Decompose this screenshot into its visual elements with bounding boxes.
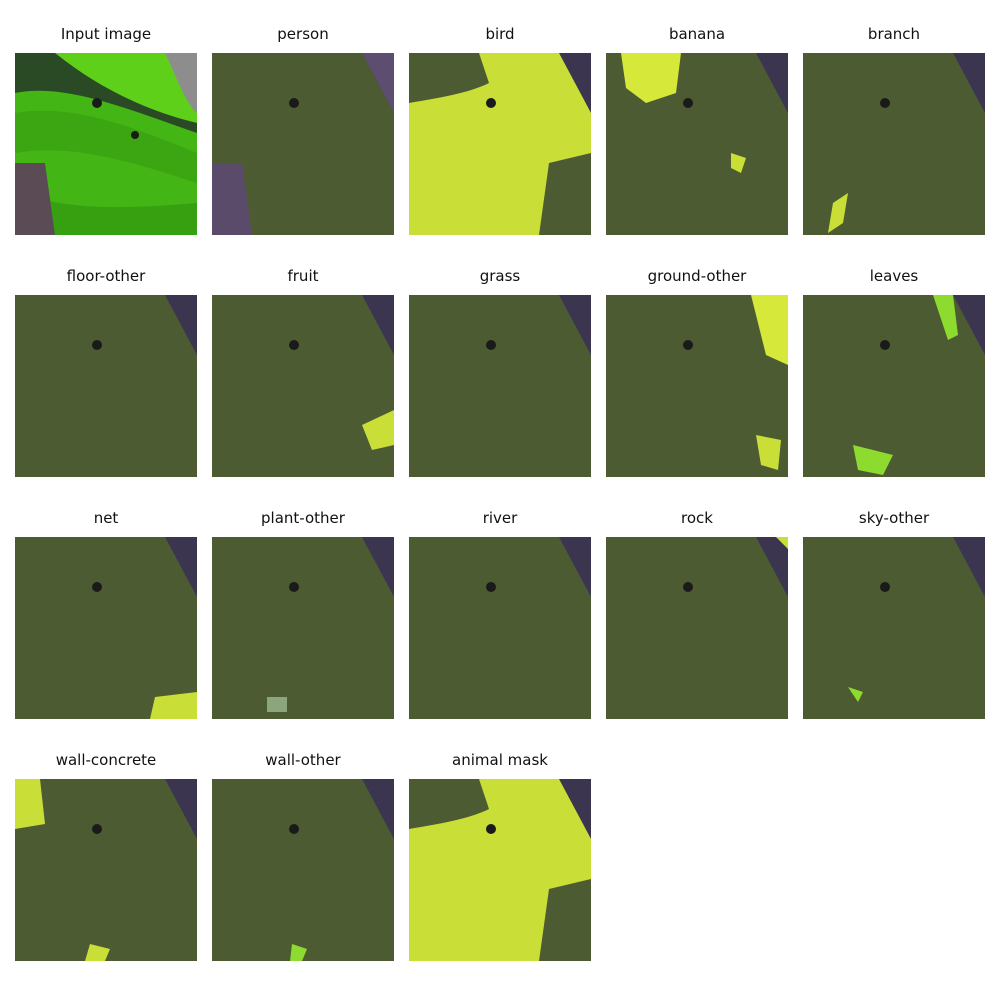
- panel-title: ground-other: [647, 267, 747, 285]
- panel-grass: grass: [409, 262, 591, 477]
- panel-net: net: [15, 504, 197, 719]
- input-image: [15, 53, 197, 235]
- mask-overlay: [212, 53, 394, 235]
- mask-overlay: [15, 537, 197, 719]
- mask-overlay: [409, 537, 591, 719]
- snake-photo: [15, 53, 197, 235]
- panel-animal-mask: animal mask: [409, 746, 591, 961]
- panel-wall-other: wall-other: [212, 746, 394, 961]
- panel-rock: rock: [606, 504, 788, 719]
- mask-overlay: [15, 295, 197, 477]
- panel-ground-other: ground-other: [606, 262, 788, 477]
- panel-wall-concrete: wall-concrete: [15, 746, 197, 961]
- panel-title: bird: [485, 25, 515, 43]
- mask-overlay: [15, 779, 197, 961]
- panel-title: banana: [668, 25, 726, 43]
- mask-overlay: [803, 53, 985, 235]
- mask-overlay: [212, 537, 394, 719]
- panel-input-image: Input image: [15, 20, 197, 235]
- mask-overlay: [409, 295, 591, 477]
- panel-banana: banana: [606, 20, 788, 235]
- mask-overlay: [212, 779, 394, 961]
- panel-bird: bird: [409, 20, 591, 235]
- mask-overlay: [803, 537, 985, 719]
- mask-overlay: [409, 779, 591, 961]
- panel-title: person: [277, 25, 329, 43]
- panel-title: floor-other: [66, 267, 146, 285]
- panel-person: person: [212, 20, 394, 235]
- panel-title: wall-concrete: [55, 751, 157, 769]
- panel-title: Input image: [60, 25, 152, 43]
- panel-floor-other: floor-other: [15, 262, 197, 477]
- mask-overlay: [803, 295, 985, 477]
- panel-branch: branch: [803, 20, 985, 235]
- mask-overlay: [409, 53, 591, 235]
- panel-title: branch: [867, 25, 921, 43]
- panel-title: fruit: [287, 267, 319, 285]
- panel-title: grass: [479, 267, 521, 285]
- panel-title: net: [93, 509, 119, 527]
- mask-overlay: [212, 295, 394, 477]
- panel-title: leaves: [869, 267, 919, 285]
- panel-leaves: leaves: [803, 262, 985, 477]
- panel-title: animal mask: [452, 751, 548, 769]
- panel-title: plant-other: [261, 509, 345, 527]
- mask-overlay: [606, 537, 788, 719]
- panel-river: river: [409, 504, 591, 719]
- mask-overlay: [606, 53, 788, 235]
- mask-overlay: [606, 295, 788, 477]
- panel-title: rock: [681, 509, 713, 527]
- panel-title: sky-other: [858, 509, 930, 527]
- panel-plant-other: plant-other: [212, 504, 394, 719]
- panel-sky-other: sky-other: [803, 504, 985, 719]
- panel-title: river: [482, 509, 518, 527]
- panel-title: wall-other: [265, 751, 341, 769]
- panel-fruit: fruit: [212, 262, 394, 477]
